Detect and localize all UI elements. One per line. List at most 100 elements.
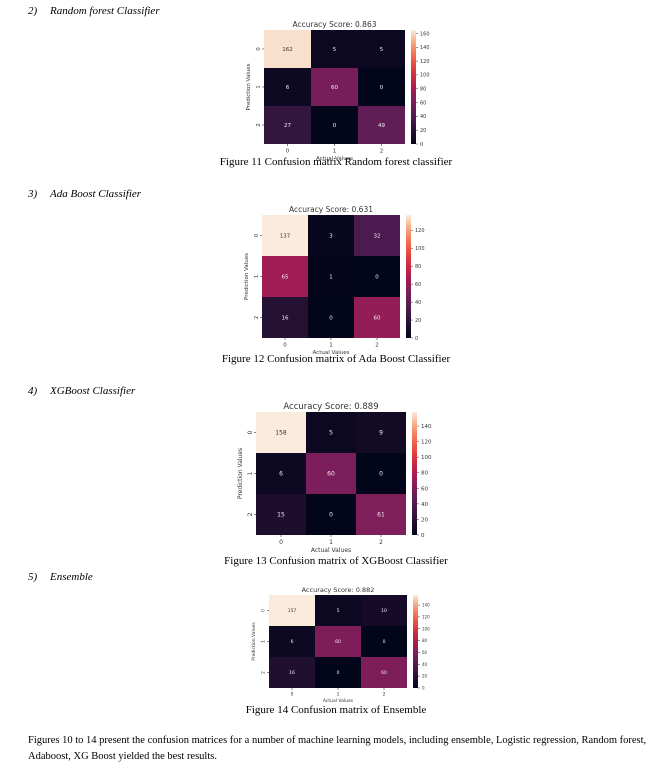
heatmap-cell (256, 494, 306, 535)
cell-value-label: 16 (282, 315, 289, 321)
cell-value-label: 157 (288, 608, 297, 614)
x-tick-label: 0 (279, 539, 283, 546)
y-tick-label: 2 (247, 512, 254, 516)
cell-value-label: 15 (277, 512, 285, 519)
cell-value-label: 3 (329, 233, 333, 239)
figure-caption-12: Figure 12 Confusion matrix of Ada Boost … (221, 353, 451, 365)
heatmap-cell (269, 657, 315, 688)
y-axis-label: Prediction Values (244, 253, 250, 300)
colorbar-tick-label: 60 (422, 650, 428, 655)
heatmap-cell (269, 595, 315, 626)
cell-value-label: 5 (333, 47, 337, 53)
x-tick-label: 2 (379, 539, 383, 546)
heatmap-cell (311, 30, 358, 68)
colorbar-tick-label: 40 (422, 662, 428, 667)
cell-value-label: 60 (331, 85, 338, 91)
x-tick-label: 0 (283, 343, 287, 349)
heatmap-cell (356, 453, 406, 494)
x-tick-label: 1 (333, 149, 337, 155)
heatmap-cell (358, 30, 405, 68)
cell-value-label: 162 (282, 47, 293, 53)
x-tick-label: 2 (380, 149, 384, 155)
heatmap-cell (315, 595, 361, 626)
heatmap-cell (256, 412, 306, 453)
heatmap-cell (306, 494, 356, 535)
cell-value-label: 65 (282, 274, 289, 280)
heatmap-cell (311, 68, 358, 106)
colorbar-tick-label: 0 (422, 686, 425, 691)
colorbar-tick-label: 0 (415, 336, 418, 342)
cell-value-label: 1 (329, 274, 333, 280)
x-axis-label: Actual Values (311, 547, 351, 554)
heatmap-cell (262, 297, 308, 338)
heatmap-cell (306, 453, 356, 494)
colorbar-tick-label: 80 (422, 638, 428, 643)
cell-value-label: 158 (275, 430, 287, 437)
y-axis-label: Prediction Values (246, 63, 252, 110)
y-tick-label: 2 (254, 316, 260, 320)
cell-value-label: 0 (329, 315, 333, 321)
x-tick-label: 0 (286, 149, 290, 155)
colorbar-tick-label: 80 (421, 471, 428, 477)
cell-value-label: 32 (374, 233, 381, 239)
cell-value-label: 5 (337, 608, 340, 614)
cell-value-label: 5 (380, 47, 384, 53)
x-axis-label: Actual Values (316, 156, 353, 162)
heatmap-cell (262, 215, 308, 256)
heatmap-cell (308, 297, 354, 338)
heatmap-cell (269, 626, 315, 657)
colorbar-tick-label: 0 (421, 533, 425, 539)
cell-value-label: 10 (381, 608, 387, 614)
y-tick-label: 0 (247, 430, 254, 434)
section-heading-ada-boost: 3) Ada Boost Classifier (28, 188, 141, 200)
heatmap-cell (354, 256, 400, 297)
heatmap-cell (262, 256, 308, 297)
figure-caption-11: Figure 11 Confusion matrix Random forest… (219, 156, 453, 168)
colorbar-tick-label: 0 (420, 142, 423, 148)
heatmap-cell (356, 494, 406, 535)
body-paragraph: Figures 10 to 14 present the confusion m… (28, 735, 647, 762)
chart-title: Accuracy Score: 0.882 (302, 586, 375, 594)
cell-value-label: 27 (284, 123, 291, 129)
section-number: 5) (28, 571, 38, 583)
section-title: XGBoost Classifier (50, 385, 136, 397)
colorbar (413, 595, 418, 688)
cell-value-label: 60 (335, 639, 341, 645)
colorbar-tick-label: 20 (422, 674, 428, 679)
section-title: Ensemble (50, 571, 93, 583)
colorbar-tick-label: 80 (420, 87, 426, 93)
heatmap-cell (354, 297, 400, 338)
heatmap-cell (308, 215, 354, 256)
cell-value-label: 60 (327, 471, 335, 478)
section-heading-random-forest: 2) Random forest Classifier (28, 5, 160, 17)
y-tick-label: 0 (256, 47, 262, 51)
cell-value-label: 60 (374, 315, 381, 321)
colorbar-tick-label: 60 (421, 486, 428, 492)
heatmap-cell (356, 412, 406, 453)
colorbar-tick-label: 20 (420, 128, 426, 134)
heatmap-cell (358, 106, 405, 144)
cell-value-label: 5 (329, 430, 333, 437)
x-tick-label: 2 (375, 343, 379, 349)
colorbar (406, 215, 411, 338)
y-tick-label: 1 (256, 85, 262, 89)
heatmap-cell (358, 68, 405, 106)
heatmap-cell (264, 106, 311, 144)
colorbar (412, 412, 417, 535)
x-axis-label: Actual Values (313, 350, 350, 356)
heatmap-cell (264, 68, 311, 106)
y-axis-label: Prediction Values (237, 448, 244, 499)
colorbar-tick-label: 40 (420, 114, 426, 120)
colorbar-tick-label: 40 (415, 300, 421, 306)
cell-value-label: 0 (375, 274, 379, 280)
colorbar-tick-label: 20 (415, 318, 421, 324)
colorbar-tick-label: 100 (421, 455, 432, 461)
colorbar-tick-label: 60 (420, 100, 426, 106)
colorbar-tick-label: 120 (421, 440, 432, 446)
colorbar-tick-label: 160 (420, 31, 430, 37)
heatmap-cell (315, 626, 361, 657)
section-number: 2) (28, 5, 38, 17)
section-number: 4) (28, 385, 38, 397)
cell-value-label: 0 (383, 639, 386, 645)
